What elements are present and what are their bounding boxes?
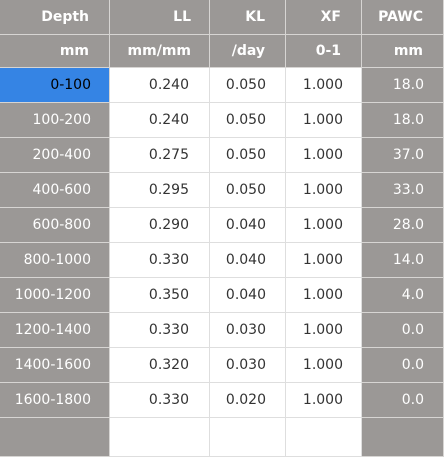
cell-ll[interactable] bbox=[110, 418, 210, 457]
cell-kl[interactable]: 0.050 bbox=[210, 68, 286, 103]
row-header-depth[interactable]: 1600-1800 bbox=[0, 383, 110, 418]
cell-ll[interactable]: 0.330 bbox=[110, 313, 210, 348]
cell-kl[interactable]: 0.040 bbox=[210, 278, 286, 313]
column-unit-ll: mm/mm bbox=[110, 35, 210, 68]
column-header-ll[interactable]: LL bbox=[110, 0, 210, 35]
row-header-depth[interactable]: 1000-1200 bbox=[0, 278, 110, 313]
cell-kl[interactable] bbox=[210, 418, 286, 457]
cell-pawc: 4.0 bbox=[362, 278, 444, 313]
cell-kl[interactable]: 0.040 bbox=[210, 208, 286, 243]
row-header-depth[interactable]: 1200-1400 bbox=[0, 313, 110, 348]
cell-xf[interactable]: 1.000 bbox=[286, 208, 362, 243]
cell-ll[interactable]: 0.330 bbox=[110, 243, 210, 278]
cell-pawc: 14.0 bbox=[362, 243, 444, 278]
cell-xf[interactable]: 1.000 bbox=[286, 103, 362, 138]
cell-xf[interactable] bbox=[286, 418, 362, 457]
cell-kl[interactable]: 0.030 bbox=[210, 313, 286, 348]
cell-xf[interactable]: 1.000 bbox=[286, 68, 362, 103]
cell-ll[interactable]: 0.295 bbox=[110, 173, 210, 208]
cell-xf[interactable]: 1.000 bbox=[286, 278, 362, 313]
cell-pawc: 33.0 bbox=[362, 173, 444, 208]
cell-ll[interactable]: 0.290 bbox=[110, 208, 210, 243]
row-header-depth[interactable]: 400-600 bbox=[0, 173, 110, 208]
row-header-depth[interactable]: 0-100 bbox=[0, 68, 110, 103]
row-header-depth[interactable]: 1400-1600 bbox=[0, 348, 110, 383]
cell-kl[interactable]: 0.050 bbox=[210, 138, 286, 173]
row-header-depth[interactable]: 600-800 bbox=[0, 208, 110, 243]
cell-xf[interactable]: 1.000 bbox=[286, 173, 362, 208]
column-unit-depth: mm bbox=[0, 35, 110, 68]
cell-xf[interactable]: 1.000 bbox=[286, 313, 362, 348]
column-header-pawc[interactable]: PAWC bbox=[362, 0, 444, 35]
cell-ll[interactable]: 0.240 bbox=[110, 103, 210, 138]
cell-ll[interactable]: 0.275 bbox=[110, 138, 210, 173]
cell-pawc: 28.0 bbox=[362, 208, 444, 243]
cell-pawc: 18.0 bbox=[362, 68, 444, 103]
row-header-depth[interactable]: 100-200 bbox=[0, 103, 110, 138]
cell-kl[interactable]: 0.030 bbox=[210, 348, 286, 383]
cell-pawc: 0.0 bbox=[362, 313, 444, 348]
cell-ll[interactable]: 0.350 bbox=[110, 278, 210, 313]
column-header-kl[interactable]: KL bbox=[210, 0, 286, 35]
cell-kl[interactable]: 0.050 bbox=[210, 103, 286, 138]
cell-xf[interactable]: 1.000 bbox=[286, 243, 362, 278]
column-header-depth[interactable]: Depth bbox=[0, 0, 110, 35]
cell-pawc: 37.0 bbox=[362, 138, 444, 173]
column-header-xf[interactable]: XF bbox=[286, 0, 362, 35]
cell-ll[interactable]: 0.320 bbox=[110, 348, 210, 383]
cell-ll[interactable]: 0.240 bbox=[110, 68, 210, 103]
cell-pawc: 18.0 bbox=[362, 103, 444, 138]
cell-pawc: 0.0 bbox=[362, 383, 444, 418]
column-unit-kl: /day bbox=[210, 35, 286, 68]
cell-kl[interactable]: 0.040 bbox=[210, 243, 286, 278]
row-header-depth[interactable]: 200-400 bbox=[0, 138, 110, 173]
cell-kl[interactable]: 0.020 bbox=[210, 383, 286, 418]
cell-xf[interactable]: 1.000 bbox=[286, 138, 362, 173]
cell-xf[interactable]: 1.000 bbox=[286, 348, 362, 383]
column-unit-pawc: mm bbox=[362, 35, 444, 68]
cell-ll[interactable]: 0.330 bbox=[110, 383, 210, 418]
column-unit-xf: 0-1 bbox=[286, 35, 362, 68]
cell-pawc bbox=[362, 418, 444, 457]
row-header-depth[interactable] bbox=[0, 418, 110, 457]
cell-pawc: 0.0 bbox=[362, 348, 444, 383]
cell-xf[interactable]: 1.000 bbox=[286, 383, 362, 418]
cell-kl[interactable]: 0.050 bbox=[210, 173, 286, 208]
row-header-depth[interactable]: 800-1000 bbox=[0, 243, 110, 278]
